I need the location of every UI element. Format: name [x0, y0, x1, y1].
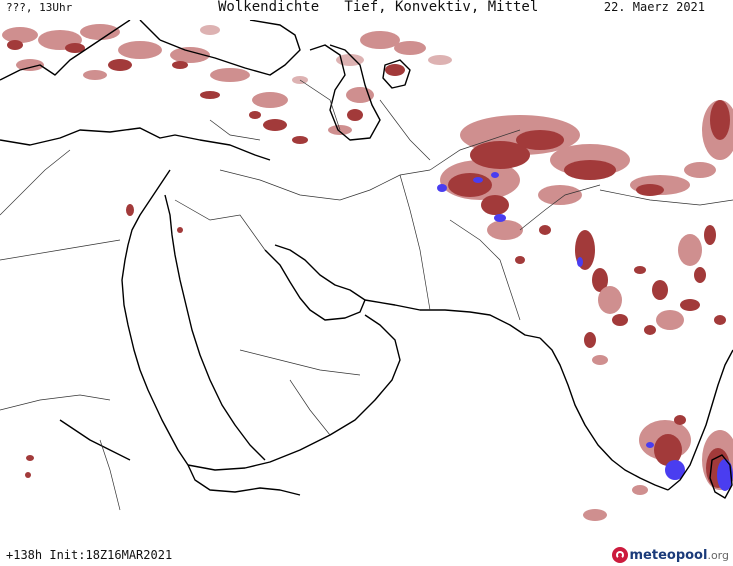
map-title: Wolkendichte Tief, Konvektiv, Mittel [218, 0, 539, 15]
country-borders [0, 79, 733, 511]
logo-text: meteopool [629, 547, 708, 563]
cloud-density-layer [2, 24, 733, 521]
coastlines [0, 20, 733, 499]
logo-suffix: .org [707, 548, 729, 562]
weather-map [0, 20, 733, 525]
logo-icon [611, 547, 628, 563]
forecast-time-label: ???, 13Uhr [6, 1, 73, 14]
map-header: ???, 13Uhr Wolkendichte Tief, Konvektiv,… [0, 0, 733, 20]
meteopool-logo[interactable]: meteopool .org [611, 546, 729, 564]
run-info-label: +138h Init:18Z16MAR2021 [6, 548, 173, 562]
forecast-date: 22. Maerz 2021 [603, 0, 705, 14]
